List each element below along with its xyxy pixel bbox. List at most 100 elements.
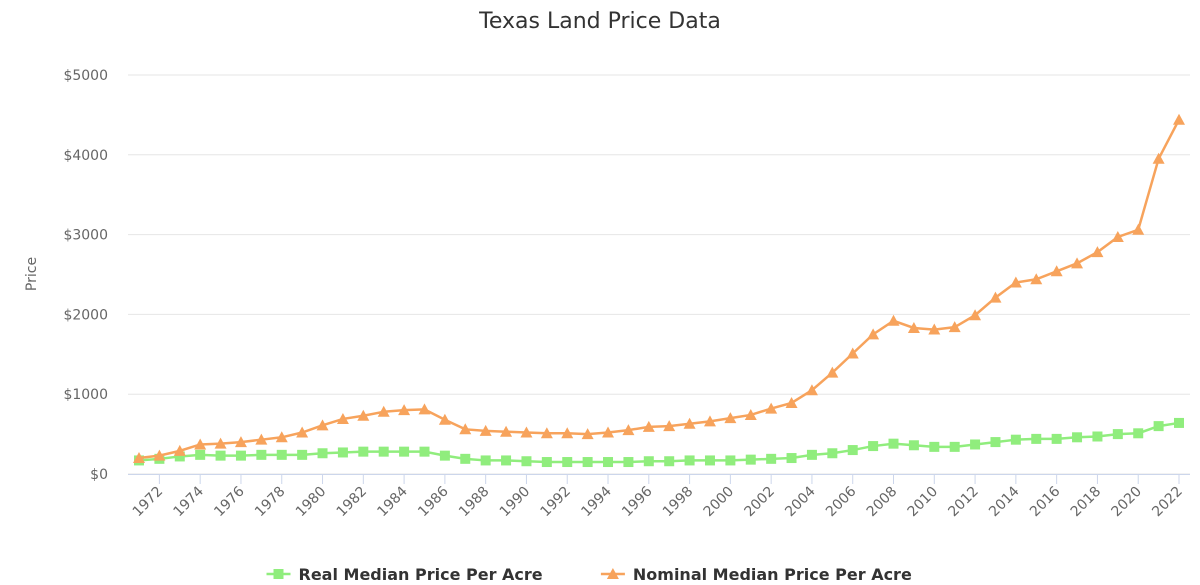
data-point [419,446,430,457]
data-point [663,420,676,432]
chart-title: Texas Land Price Data [478,9,721,34]
data-point [949,441,960,452]
x-tick-label: 1998 [660,484,697,521]
x-tick-label: 2018 [1068,484,1105,521]
data-point [846,347,859,359]
x-tick-label: 2020 [1109,484,1146,521]
data-point [786,453,797,464]
data-point [928,323,941,335]
x-tick-label: 1978 [252,484,289,521]
data-point [316,419,329,431]
data-point [1030,273,1043,285]
x-tick-label: 1974 [170,483,207,520]
legend-label: Nominal Median Price Per Acre [633,565,912,584]
data-point [602,426,615,438]
data-point [1009,276,1022,288]
data-point [1092,431,1103,442]
data-point [642,420,655,432]
data-point [194,438,207,450]
x-tick-label: 1992 [538,484,575,521]
data-point [317,448,328,459]
data-point [989,291,1002,303]
data-point [439,450,450,461]
data-point [785,396,798,408]
data-point [214,437,227,449]
x-tick-label: 2000 [701,484,738,521]
series-line [138,119,1181,460]
data-point [337,447,348,458]
x-tick-label: 2014 [986,483,1023,520]
data-point [399,446,410,457]
data-point [520,426,533,438]
y-tick-label: $1000 [63,387,108,403]
y-tick-label: $2000 [63,307,108,323]
data-point [703,415,716,427]
x-tick-label: 2016 [1027,483,1064,520]
data-point [867,328,880,340]
data-point [133,452,145,464]
data-point [1112,429,1123,440]
data-point [1111,230,1124,242]
x-tick-label: 1982 [334,484,371,521]
data-point [907,321,920,333]
data-point [1153,421,1164,432]
data-point [195,449,206,460]
x-tick-label: 2004 [782,483,819,520]
data-point [479,424,492,436]
data-point [418,403,431,415]
data-point [276,449,287,460]
data-point [398,404,411,416]
data-point [664,456,675,467]
y-tick-label: $4000 [63,148,108,164]
data-point [296,426,309,438]
data-point [622,424,635,436]
data-point [521,456,532,467]
data-point [990,437,1001,448]
data-point [826,366,839,378]
x-tick-label: 1990 [497,484,534,521]
data-point [1031,433,1042,444]
data-point [970,439,981,450]
data-point [969,309,982,321]
data-point [153,449,166,461]
data-point [562,457,573,468]
x-tick-label: 1988 [456,484,493,521]
data-point [561,427,574,439]
data-point [1091,246,1104,258]
data-point [704,455,715,466]
data-point [460,453,471,464]
data-point [948,321,961,333]
data-point [540,427,553,439]
data-point [929,441,940,452]
x-tick-label: 1980 [293,484,330,521]
x-tick-label: 1976 [211,483,248,520]
legend-item: Real Median Price Per Acre [266,565,543,584]
data-point [438,413,451,425]
data-point [623,457,634,468]
y-axis-label: Price [24,257,40,291]
data-point [275,431,288,443]
data-point [724,412,737,424]
legend-marker [273,569,284,579]
series [134,417,1184,468]
data-point [582,457,593,468]
x-tick-label: 1984 [374,483,411,520]
data-point [358,446,369,457]
x-tick-label: 2002 [741,484,778,521]
data-point [378,446,389,457]
data-point [827,448,838,459]
data-point [683,417,696,429]
data-point [1010,434,1021,445]
data-point [603,457,614,468]
data-point [1051,433,1062,444]
data-point [1050,265,1063,277]
data-point [806,449,817,460]
legend-marker [606,568,619,579]
legend: Real Median Price Per Acre Nominal Median… [266,565,912,584]
data-point [725,455,736,466]
data-point [888,438,899,449]
y-tick-label: $3000 [63,228,108,244]
data-point [215,450,226,461]
data-point [541,457,552,468]
data-point [235,450,246,461]
